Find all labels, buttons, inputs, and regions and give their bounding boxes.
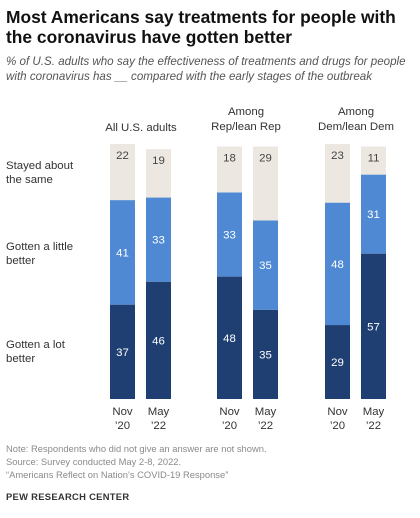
- x-tick-label: ’20: [222, 420, 237, 432]
- x-tick-label: Nov: [327, 406, 348, 418]
- x-tick-label: Nov: [219, 406, 240, 418]
- row-label: the same: [6, 174, 53, 186]
- data-label: 48: [223, 333, 236, 345]
- bar-segment: [110, 200, 135, 305]
- bar-segment: [253, 146, 278, 221]
- footer-report: “Americans Reflect on Nation’s COVID-19 …: [6, 469, 229, 480]
- data-label: 23: [331, 150, 344, 162]
- data-label: 37: [116, 347, 129, 359]
- stacked-bar-chart: Stayed about the same Gotten a little bette…: [6, 106, 394, 432]
- x-tick-label: ’20: [115, 420, 130, 432]
- data-label: 41: [116, 247, 129, 259]
- data-label: 11: [368, 153, 380, 165]
- bar-segment: [217, 146, 242, 193]
- bar-segment: [361, 174, 386, 254]
- data-label: 35: [259, 349, 272, 361]
- group-title: All U.S. adults: [105, 122, 177, 134]
- bar-segment: [146, 149, 171, 198]
- bar-segment: [253, 220, 278, 310]
- data-label: 46: [152, 335, 165, 347]
- row-label: Gotten a little: [6, 241, 73, 253]
- bar-segment: [325, 202, 350, 326]
- row-label: better: [6, 255, 35, 267]
- group-title: Rep/lean Rep: [211, 121, 281, 133]
- data-label: 31: [367, 209, 380, 221]
- x-tick-label: May: [363, 406, 385, 418]
- bar-segment: [217, 192, 242, 277]
- bar-segment: [361, 253, 386, 399]
- group-title: Among: [228, 106, 264, 118]
- x-tick-label: ’22: [366, 420, 381, 432]
- bar-segment: [217, 276, 242, 399]
- bar-segment: [146, 281, 171, 399]
- x-tick-label: ’20: [330, 420, 345, 432]
- footer-note: Note: Respondents who did not give an an…: [6, 443, 267, 454]
- x-tick-label: May: [255, 406, 277, 418]
- group-title: Among: [338, 106, 374, 118]
- data-label: 48: [331, 259, 344, 271]
- bar-segment: [146, 197, 171, 282]
- data-label: 18: [223, 153, 236, 165]
- bar-segment: [325, 144, 350, 203]
- bar-segment: [110, 144, 135, 201]
- x-tick-label: ’22: [258, 420, 273, 432]
- chart-title: Most Americans say treatments for people…: [6, 7, 396, 47]
- data-label: 19: [152, 155, 165, 167]
- group-title: Dem/lean Dem: [318, 121, 394, 133]
- row-label: Stayed about: [6, 160, 74, 172]
- bar-segment: [110, 304, 135, 399]
- row-label: Gotten a lot: [6, 339, 66, 351]
- chart-footer: Note: Respondents who did not give an an…: [6, 442, 414, 481]
- data-label: 33: [223, 230, 236, 242]
- row-label: better: [6, 353, 35, 365]
- bar-segment: [361, 146, 386, 175]
- x-tick-label: May: [148, 406, 170, 418]
- footer-source: Source: Survey conducted May 2-8, 2022.: [6, 456, 182, 467]
- x-tick-label: ’22: [151, 420, 166, 432]
- data-label: 35: [259, 260, 272, 272]
- chart-subtitle: % of U.S. adults who say the effectivene…: [6, 55, 406, 83]
- data-label: 22: [116, 150, 129, 162]
- data-label: 33: [152, 235, 165, 247]
- bar-segment: [253, 309, 278, 399]
- x-tick-label: Nov: [112, 406, 133, 418]
- data-label: 29: [259, 153, 272, 165]
- data-label: 57: [367, 321, 380, 333]
- pew-logo-text: PEW RESEARCH CENTER: [6, 491, 130, 502]
- bar-segment: [325, 325, 350, 399]
- data-label: 29: [331, 357, 344, 369]
